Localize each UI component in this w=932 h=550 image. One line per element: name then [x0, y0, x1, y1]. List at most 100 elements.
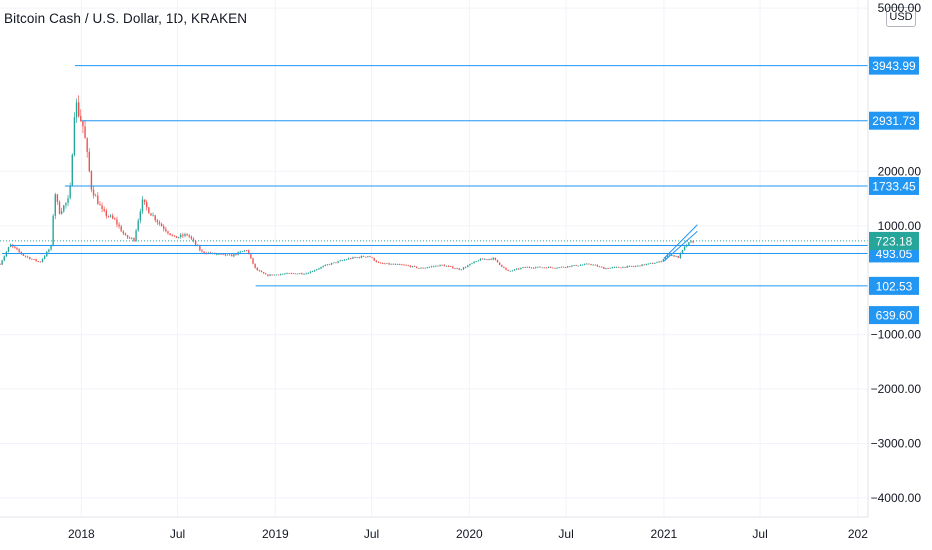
candle-body — [611, 267, 614, 269]
candle-body — [141, 199, 144, 212]
candle-body — [343, 259, 346, 261]
candle-body — [41, 258, 44, 262]
candle-body — [228, 254, 231, 256]
x-tick-label: Jul — [170, 527, 185, 541]
candle-body — [598, 266, 601, 268]
candle-body — [101, 205, 103, 209]
candle-body — [637, 265, 639, 267]
level-label-bg — [869, 306, 919, 325]
candle-body — [479, 258, 482, 261]
x-tick-label: 2018 — [68, 527, 95, 541]
candle-body — [430, 266, 433, 268]
candle-body — [339, 260, 341, 262]
candle-body — [171, 235, 173, 236]
candle-body — [63, 205, 65, 212]
candle-body — [673, 255, 675, 257]
chart-title: Bitcoin Cash / U.S. Dollar, 1D, KRAKEN — [4, 11, 248, 26]
candle-body — [224, 254, 227, 256]
candle-body — [450, 266, 452, 268]
candle-body — [35, 259, 37, 262]
candle-body — [75, 102, 78, 118]
candle-body — [437, 265, 439, 267]
candle-body — [405, 264, 407, 266]
candle-body — [167, 231, 169, 234]
level-label: 102.53 — [876, 279, 913, 293]
candle-body — [262, 272, 265, 274]
level-label: 1733.45 — [872, 179, 916, 193]
candle-body — [48, 249, 50, 252]
candle-body — [99, 204, 101, 206]
candle-body — [347, 258, 350, 260]
candle-body — [441, 264, 443, 266]
candle-body — [605, 268, 607, 269]
candle-body — [137, 220, 139, 231]
candle-body — [364, 256, 367, 258]
candle-body — [692, 241, 694, 243]
level-labels: 3943.99 2931.73 1733.45 639.60 493.05 102.53 7… — [869, 56, 919, 325]
candle-body — [445, 265, 448, 267]
candle-body — [496, 259, 499, 263]
candle-body — [505, 267, 507, 270]
candle-body — [664, 256, 667, 260]
candle-body — [20, 251, 22, 254]
candle-body — [622, 266, 624, 268]
candle-body — [163, 226, 165, 229]
candle-body — [326, 264, 329, 266]
candle-body — [218, 253, 220, 255]
candle-body — [488, 258, 490, 260]
candle-body — [139, 211, 142, 221]
candle-body — [50, 245, 52, 250]
candle-body — [586, 263, 588, 265]
candle-body — [203, 251, 205, 254]
candle-body — [573, 265, 575, 266]
candle-body — [428, 266, 431, 268]
y-tick-label: 2000.00 — [878, 164, 922, 178]
candle-body — [375, 260, 378, 262]
candle-body — [120, 226, 122, 232]
candle-body — [654, 263, 656, 264]
candle-body — [388, 263, 390, 265]
candle-body — [649, 263, 652, 264]
candle-body — [669, 254, 671, 256]
candle-body — [60, 211, 63, 214]
candle-body — [37, 261, 39, 262]
candle-body — [558, 267, 560, 269]
candle-body — [481, 258, 484, 260]
candle-body — [639, 265, 641, 267]
candle-body — [632, 266, 635, 268]
currency-button[interactable]: USD — [886, 7, 916, 27]
candle-body — [618, 266, 620, 268]
candle-body — [116, 219, 118, 225]
candle-body — [352, 257, 354, 259]
candle-body — [630, 265, 633, 267]
candle-body — [358, 257, 361, 259]
candle-body — [635, 266, 637, 267]
chart-grid — [0, 0, 868, 517]
candle-body — [541, 267, 543, 269]
y-tick-label: 1000.00 — [878, 219, 922, 233]
candle-body — [311, 271, 314, 273]
candle-body — [43, 256, 46, 259]
candle-body — [216, 254, 218, 255]
candle-body — [471, 263, 473, 264]
candle-body — [156, 220, 159, 223]
candle-body — [413, 266, 416, 267]
candle-body — [233, 254, 235, 257]
candle-body — [80, 116, 82, 122]
candle-body — [194, 240, 197, 245]
candle-body — [277, 274, 280, 276]
candle-body — [284, 273, 286, 275]
candle-body — [456, 268, 458, 270]
candle-body — [158, 222, 161, 224]
candle-body — [467, 265, 469, 268]
y-tick-label: −2000.00 — [871, 382, 922, 396]
candle-body — [666, 254, 669, 257]
candle-body — [175, 236, 178, 238]
level-label: 639.60 — [876, 309, 913, 323]
candle-body — [581, 264, 584, 266]
level-label-bg — [869, 56, 919, 75]
candle-body — [7, 247, 10, 252]
candle-body — [71, 154, 73, 186]
candle-body — [235, 254, 237, 255]
